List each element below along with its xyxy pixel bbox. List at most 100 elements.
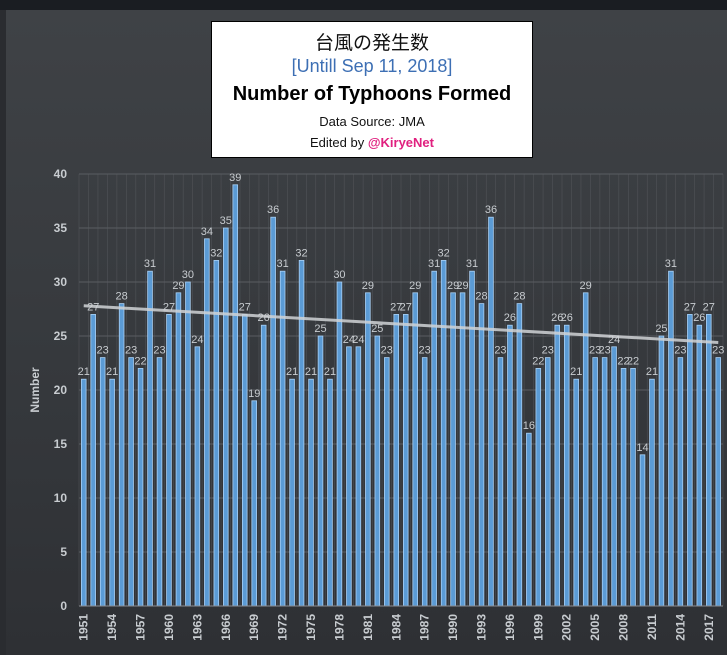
bar (118, 303, 125, 607)
bar (639, 454, 646, 607)
bar (402, 313, 409, 607)
bar (478, 303, 485, 607)
bar (611, 346, 617, 607)
trend-line (83, 304, 719, 344)
x-tick-label: 2002 (560, 614, 574, 641)
data-label: 27 (390, 301, 402, 313)
x-tick-label: 1969 (247, 614, 261, 641)
data-label: 31 (466, 258, 478, 270)
data-label: 31 (276, 258, 288, 270)
bar (346, 346, 352, 607)
bar (289, 378, 295, 607)
data-label: 28 (513, 291, 525, 303)
bar (459, 292, 466, 607)
data-label: 26 (561, 312, 573, 324)
data-label: 24 (352, 334, 364, 346)
bar (251, 400, 257, 607)
bar (431, 270, 437, 607)
data-label: 31 (144, 258, 156, 270)
y-tick-label: 20 (54, 383, 68, 397)
data-label: 32 (437, 247, 449, 259)
bar (194, 346, 201, 607)
x-tick-label: 2014 (673, 614, 687, 641)
bar (687, 313, 693, 607)
bar (450, 292, 456, 607)
data-label: 23 (97, 345, 109, 357)
data-label: 31 (428, 258, 440, 270)
x-tick-label: 1972 (276, 614, 290, 641)
bar (156, 357, 163, 607)
bar (535, 367, 542, 607)
data-label: 26 (551, 312, 563, 324)
x-tick-label: 1990 (446, 614, 460, 641)
bar (109, 378, 115, 607)
data-label: 21 (570, 366, 582, 378)
y-tick-label: 25 (54, 329, 68, 343)
bar (507, 324, 513, 607)
data-label: 25 (371, 323, 383, 335)
bar (99, 357, 106, 607)
data-label: 26 (693, 312, 705, 324)
bar (204, 238, 210, 607)
bar (365, 292, 371, 607)
data-label: 22 (617, 355, 629, 367)
data-label: 23 (153, 345, 165, 357)
data-label: 21 (646, 366, 658, 378)
bar (497, 357, 504, 607)
x-tick-label: 1954 (105, 614, 119, 641)
bar (232, 184, 239, 607)
data-label: 24 (191, 334, 203, 346)
data-label: 39 (229, 172, 241, 184)
bar (592, 357, 598, 607)
bar (421, 357, 428, 607)
author-handle: @KiryeNet (367, 135, 434, 150)
y-tick-label: 30 (54, 275, 68, 289)
bar (620, 367, 627, 607)
data-label: 21 (106, 366, 118, 378)
x-tick-label: 2005 (588, 614, 602, 641)
data-label: 23 (125, 345, 137, 357)
bar (469, 270, 475, 607)
bar (166, 313, 172, 607)
bar (223, 227, 229, 607)
data-label: 16 (523, 420, 535, 432)
japanese-title: 台風の発生数 (314, 32, 429, 54)
bar (147, 270, 153, 607)
bar (279, 270, 286, 607)
data-label: 28 (475, 291, 487, 303)
data-label: 27 (239, 301, 251, 313)
bar (696, 324, 703, 607)
bar (573, 378, 579, 607)
bar (355, 346, 362, 607)
top-strip (0, 0, 727, 10)
bar (563, 324, 570, 607)
x-tick-label: 1987 (418, 614, 432, 641)
bar (516, 303, 523, 607)
x-tick-label: 1978 (332, 614, 346, 641)
data-label: 27 (703, 301, 715, 313)
bar (677, 357, 684, 607)
data-label: 21 (78, 366, 90, 378)
bar (526, 432, 532, 607)
edited-by-prefix: Edited by (310, 135, 368, 150)
data-label: 23 (381, 345, 393, 357)
data-label: 14 (636, 442, 648, 454)
data-label: 29 (362, 280, 374, 292)
x-tick-label: 1981 (361, 614, 375, 641)
data-label: 27 (400, 301, 412, 313)
data-label: 25 (314, 323, 326, 335)
bar (668, 270, 674, 607)
data-label: 22 (532, 355, 544, 367)
chart-subtitle: [Untill Sep 11, 2018] (291, 56, 453, 76)
data-label: 36 (485, 204, 497, 216)
bar (128, 357, 134, 607)
data-label: 23 (419, 345, 431, 357)
bar (601, 357, 608, 607)
edited-by: Edited by @KiryeNet (212, 135, 532, 150)
data-label: 19 (248, 388, 260, 400)
x-tick-label: 1999 (531, 614, 545, 641)
data-label: 21 (305, 366, 317, 378)
data-label: 26 (504, 312, 516, 324)
data-label: 23 (712, 345, 724, 357)
data-label: 30 (333, 269, 345, 281)
